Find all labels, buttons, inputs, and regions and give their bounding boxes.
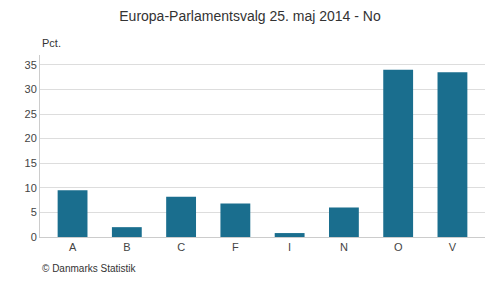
svg-text:I: I xyxy=(288,241,291,253)
svg-text:Europa-Parlamentsvalg 25. maj: Europa-Parlamentsvalg 25. maj 2014 - No xyxy=(119,8,381,24)
svg-text:C: C xyxy=(177,241,185,253)
svg-text:V: V xyxy=(449,241,457,253)
svg-text:A: A xyxy=(69,241,77,253)
svg-text:35: 35 xyxy=(25,59,37,71)
svg-text:O: O xyxy=(394,241,403,253)
svg-text:© Danmarks Statistik: © Danmarks Statistik xyxy=(42,263,137,274)
svg-text:F: F xyxy=(232,241,239,253)
svg-text:30: 30 xyxy=(25,83,37,95)
svg-text:Pct.: Pct. xyxy=(42,37,61,49)
svg-text:20: 20 xyxy=(25,132,37,144)
svg-text:5: 5 xyxy=(31,206,37,218)
svg-text:B: B xyxy=(123,241,130,253)
svg-text:10: 10 xyxy=(25,182,37,194)
svg-text:15: 15 xyxy=(25,157,37,169)
svg-text:0: 0 xyxy=(31,231,37,243)
svg-text:25: 25 xyxy=(25,108,37,120)
svg-text:N: N xyxy=(340,241,348,253)
